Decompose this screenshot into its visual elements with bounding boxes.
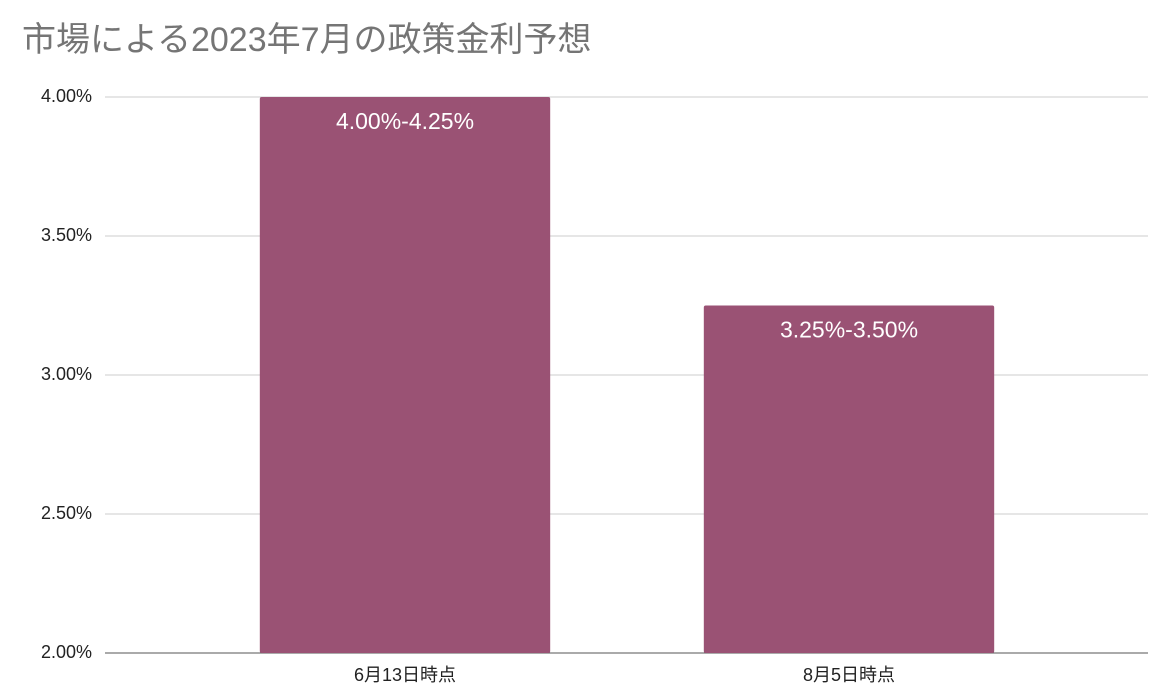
y-tick-label: 2.50% [41, 503, 92, 523]
value-label: 4.00%-4.25% [336, 108, 474, 134]
y-tick-label: 3.00% [41, 364, 92, 384]
y-tick-label: 4.00% [41, 86, 92, 106]
x-tick-label: 6月13日時点 [354, 665, 456, 685]
chart-title: 市場による2023年7月の政策金利予想 [22, 21, 592, 59]
bar [259, 97, 551, 653]
bar [703, 305, 995, 653]
value-label: 3.25%-3.50% [780, 317, 918, 343]
x-tick-label: 8月5日時点 [803, 665, 895, 685]
y-tick-label: 3.50% [41, 225, 92, 245]
y-tick-label: 2.00% [41, 642, 92, 662]
